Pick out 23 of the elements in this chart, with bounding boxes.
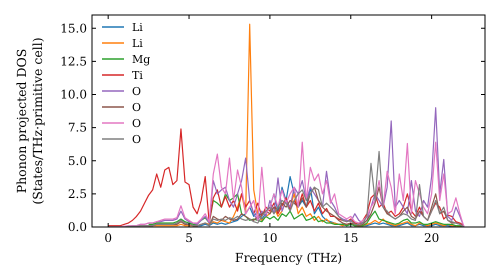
legend-label: O [132, 101, 142, 114]
legend-label: O [132, 133, 142, 146]
x-tick-label: 5 [185, 231, 193, 245]
y-tick-label: 0.0 [68, 220, 87, 234]
legend-label: O [132, 85, 142, 98]
legend-label: O [132, 117, 142, 130]
x-tick-label: 15 [343, 231, 358, 245]
legend-label: Li [132, 21, 144, 34]
y-axis-title: Phonon projected DOS (States/THz·primitive cell) [14, 37, 45, 205]
line-series [108, 128, 465, 226]
x-axis-title: Frequency (THz) [234, 250, 342, 265]
x-tick-label: 10 [262, 231, 278, 245]
x-tick-label: 20 [424, 231, 440, 245]
x-tick-label: 0 [104, 231, 112, 245]
y-tick-label: 7.5 [68, 120, 87, 135]
y-tick-label: 10.0 [60, 88, 87, 102]
y-tick-label: 5.0 [68, 154, 87, 168]
y-tick-label: 12.5 [60, 54, 87, 68]
y-tick-label: 15.0 [60, 21, 87, 36]
legend-label: Mg [132, 53, 150, 66]
y-tick-label: 2.5 [68, 186, 87, 201]
legend-label: Li [132, 37, 144, 50]
legend-label: Ti [132, 69, 144, 82]
